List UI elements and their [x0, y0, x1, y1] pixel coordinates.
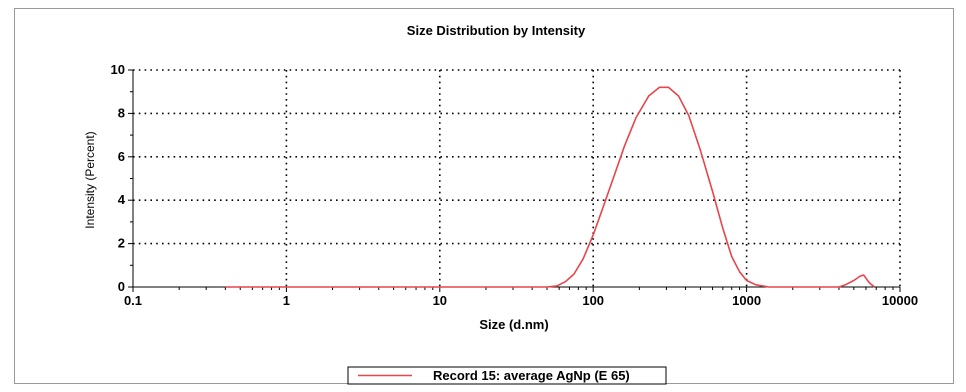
grid [133, 69, 901, 287]
y-tick-label: 10 [111, 62, 125, 77]
legend: Record 15: average AgNp (E 65) [347, 366, 667, 385]
y-axis-label: Intensity (Percent) [83, 131, 97, 228]
series-line [225, 86, 875, 288]
axes [132, 70, 900, 288]
x-tick-label: 10000 [882, 293, 918, 308]
x-tick-label: 10 [433, 293, 447, 308]
y-tick-label: 6 [118, 149, 125, 164]
x-axis-label: Size (d.nm) [479, 317, 548, 332]
legend-box [347, 366, 667, 385]
x-tick-label: 100 [582, 293, 604, 308]
x-tick-label: 0.1 [124, 293, 142, 308]
y-tick-label: 0 [118, 279, 125, 294]
y-tick-label: 8 [118, 105, 125, 120]
ticks: 0 2 4 6 8 10 0.1 1 10 100 1000 10000 [111, 62, 919, 308]
x-tick-label: 1000 [732, 293, 761, 308]
chart-title: Size Distribution by Intensity [407, 23, 586, 38]
legend-label: Record 15: average AgNp (E 65) [433, 368, 630, 383]
x-tick-label: 1 [283, 293, 290, 308]
y-tick-label: 4 [118, 192, 126, 207]
series-layer [225, 86, 875, 288]
y-tick-label: 2 [118, 236, 125, 251]
